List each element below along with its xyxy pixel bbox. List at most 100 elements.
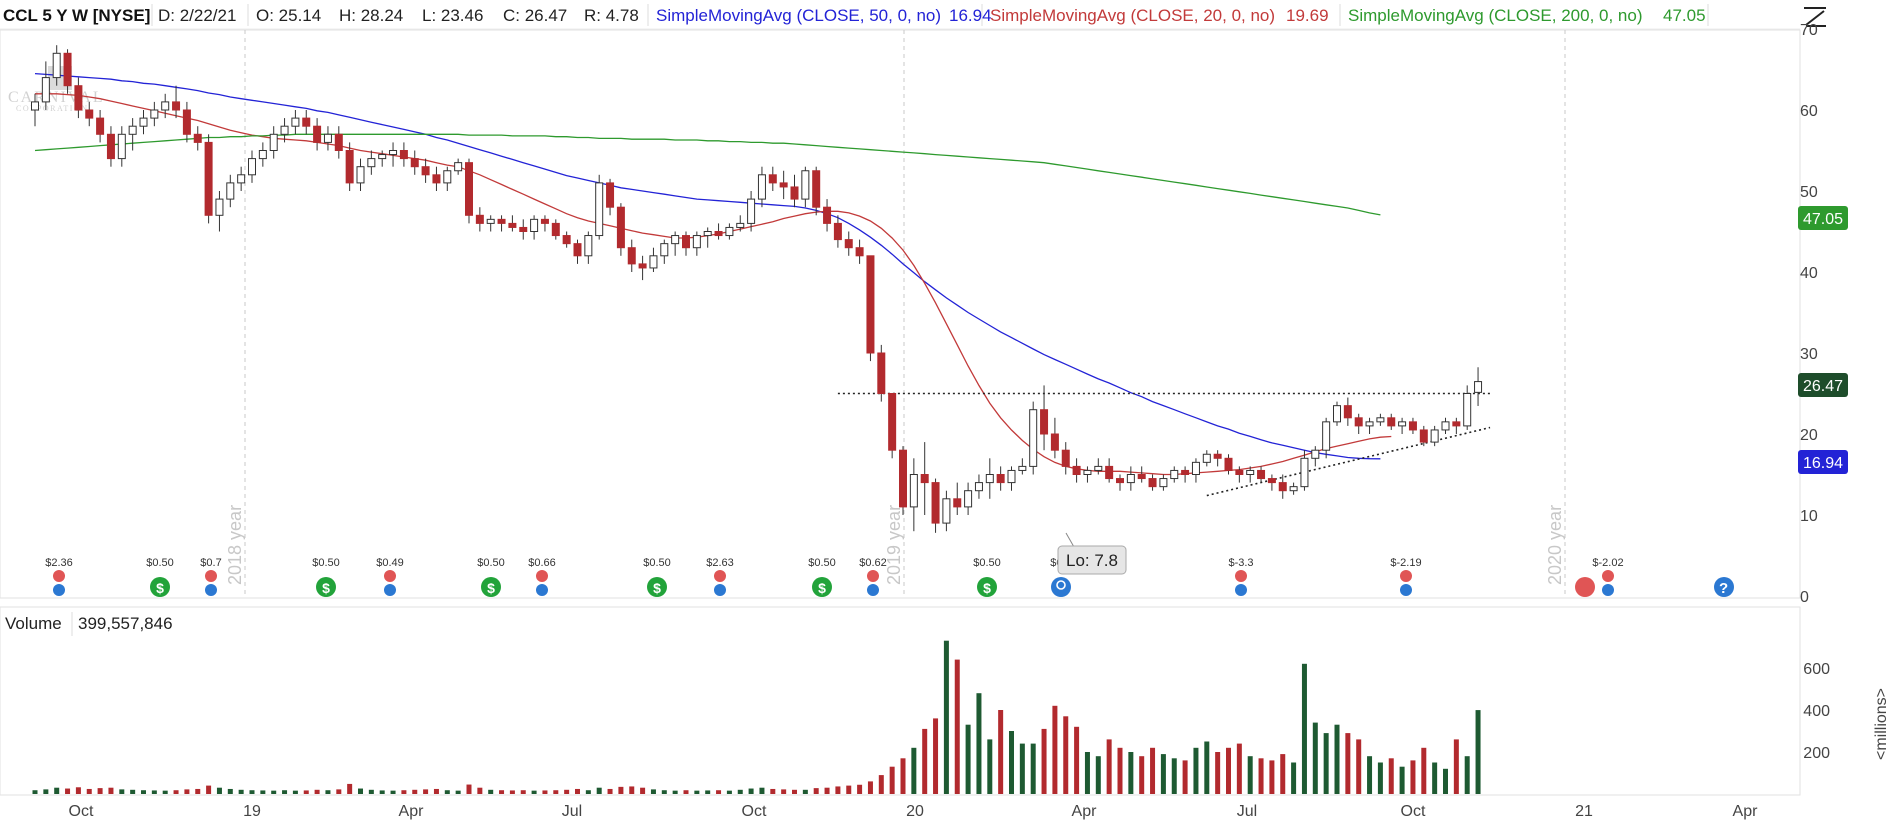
candle-body [844, 239, 853, 249]
candle-body [139, 117, 148, 127]
candle-body [1029, 409, 1038, 467]
candle-body [258, 150, 267, 160]
candle-body [1408, 421, 1417, 431]
event-label: $-2.02 [1592, 557, 1623, 569]
volume-bar [1269, 760, 1275, 794]
candle-body [779, 182, 788, 188]
year-marker-label: 2020 year [1545, 505, 1565, 585]
volume-bar [54, 787, 60, 794]
candle-body [703, 231, 712, 237]
volume-bar [1334, 724, 1340, 794]
volume-bar [249, 790, 255, 794]
volume-bar [368, 789, 374, 794]
candle-body [237, 174, 246, 184]
volume-bar [954, 659, 960, 794]
dividend-icon [316, 577, 336, 597]
price-badge [1798, 373, 1848, 397]
volume-bar [813, 788, 819, 794]
candle-body [985, 474, 994, 484]
candle-body [204, 141, 213, 216]
dividend-icon-glyph: $ [322, 580, 330, 596]
candle-body [172, 101, 181, 111]
candle-body [1072, 465, 1081, 475]
volume-bar [585, 790, 591, 794]
time-tick-label: 20 [906, 803, 924, 820]
volume-bar [835, 786, 841, 794]
candle-body [117, 133, 126, 160]
volume-bar [455, 790, 461, 794]
candle-body [725, 226, 734, 237]
earnings-icon [867, 584, 879, 596]
drawn-trendlines [837, 392, 1491, 497]
candle-body [269, 133, 278, 152]
candle-body [682, 235, 690, 249]
candle-body [1257, 469, 1266, 480]
volume-bar [86, 788, 92, 794]
conference-call-icon [714, 570, 726, 582]
volume-bar [141, 790, 146, 794]
volume-bar [857, 784, 863, 794]
volume-bar [477, 787, 483, 794]
sma-line [34, 72, 1381, 460]
candle-body [41, 77, 50, 103]
candle-body [475, 214, 484, 224]
candle-body [1333, 405, 1341, 423]
volume-bar [390, 790, 396, 794]
volume-bar [1030, 743, 1036, 794]
candle-body [1419, 429, 1428, 443]
help-icon[interactable]: ? [1714, 577, 1734, 597]
symbol-label[interactable]: CCL 5 Y W [NYSE] [3, 6, 150, 25]
price-tick-label: 60 [1800, 103, 1818, 120]
event-label: $0.50 [312, 557, 340, 569]
price-badge-value: 26.47 [1803, 378, 1843, 395]
volume-bar [314, 789, 320, 794]
sma50-legend[interactable]: SimpleMovingAvg (CLOSE, 50, 0, no) [656, 6, 941, 25]
candle-body [1463, 393, 1472, 427]
svg-text:CORPORATION: CORPORATION [16, 104, 89, 113]
volume-bar [531, 790, 537, 794]
event-label: $0.49 [376, 557, 404, 569]
volume-bar [998, 710, 1004, 794]
candle-body [1441, 421, 1450, 431]
candle-body [1289, 486, 1298, 492]
conference-call-icon [205, 570, 217, 582]
candle-body [1322, 421, 1331, 451]
volume-bar [900, 758, 906, 794]
sma200-legend[interactable]: SimpleMovingAvg (CLOSE, 200, 0, no) [1348, 6, 1643, 25]
volume-bar [1399, 766, 1405, 794]
event-label: $0.50 [643, 557, 671, 569]
volume-bar [878, 775, 884, 794]
volume-bar [260, 790, 266, 794]
time-tick-label: Oct [742, 803, 767, 820]
candle-body [1202, 453, 1211, 463]
candle-body [1213, 453, 1222, 459]
volume-bar [325, 790, 331, 794]
volume-bar [119, 789, 125, 794]
candle-body [215, 198, 224, 216]
volume-bar [520, 790, 526, 794]
candle-body [1191, 461, 1200, 476]
candle-body [909, 474, 918, 508]
earnings-icon [53, 584, 65, 596]
volume-bar [1182, 760, 1188, 794]
candle-body [1452, 421, 1461, 427]
candle-body [128, 125, 137, 135]
volume-bar [987, 739, 993, 794]
volume-bar [43, 789, 49, 794]
candle-body [1224, 457, 1233, 471]
dividend-icon-glyph: $ [653, 580, 661, 596]
candle-body [551, 222, 560, 237]
drawing-tool-icon[interactable] [1800, 2, 1830, 30]
candle-body [1137, 474, 1146, 480]
candle-body [1354, 417, 1363, 427]
candle-body [389, 150, 398, 156]
event-label: $-3.3 [1228, 557, 1253, 569]
volume-panel[interactable] [0, 606, 1801, 796]
volume-bar [867, 781, 873, 794]
volume-bar [303, 790, 309, 794]
candle-body [454, 162, 463, 172]
volume-bar [1280, 754, 1286, 794]
volume-bar [1443, 768, 1448, 794]
sma20-legend[interactable]: SimpleMovingAvg (CLOSE, 20, 0, no) [990, 6, 1275, 25]
sma50-legend-value: 16.94 [949, 6, 992, 25]
